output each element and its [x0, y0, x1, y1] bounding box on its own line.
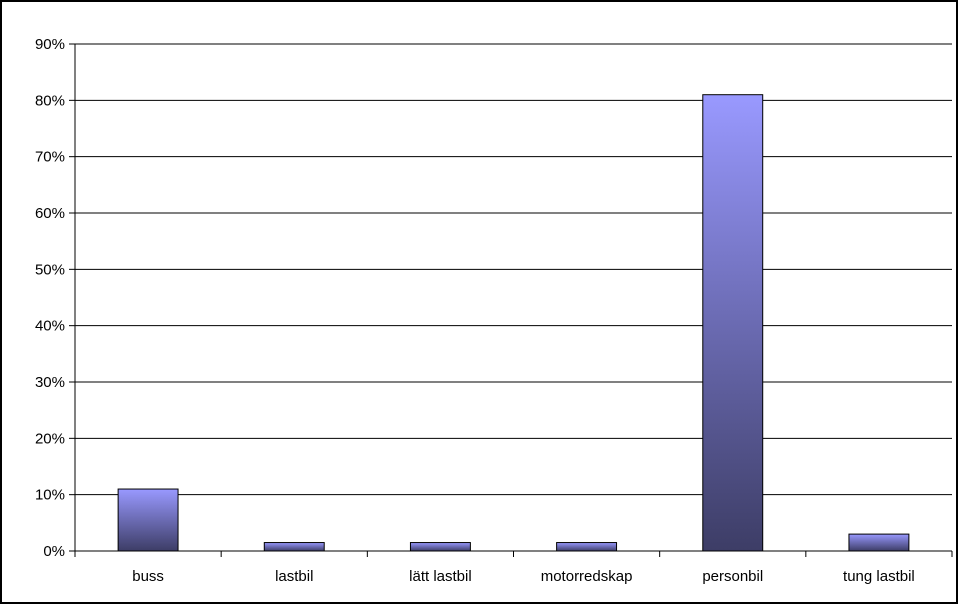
y-tick-label: 90% — [35, 36, 65, 53]
y-tick-label: 40% — [35, 318, 65, 335]
y-tick-label: 0% — [43, 543, 65, 560]
y-tick-label: 60% — [35, 205, 65, 222]
y-tick-label: 10% — [35, 487, 65, 504]
x-category-label: personbil — [702, 568, 763, 585]
bar-lastbil — [263, 542, 325, 552]
axes — [69, 43, 953, 557]
y-tick-label: 70% — [35, 149, 65, 166]
y-tick-label: 50% — [35, 261, 65, 278]
y-tick-label: 30% — [35, 374, 65, 391]
x-category-label: buss — [132, 568, 164, 585]
bar-lätt-lastbil — [409, 542, 471, 552]
bar-buss — [117, 488, 179, 552]
bar-motorredskap — [556, 542, 618, 552]
bar-tung-lastbil — [848, 533, 910, 552]
y-tick-label: 20% — [35, 430, 65, 447]
x-category-label: motorredskap — [541, 568, 633, 585]
bar-personbil — [702, 94, 764, 552]
x-category-label: tung lastbil — [843, 568, 915, 585]
bars — [117, 94, 910, 552]
gridlines — [75, 43, 952, 496]
x-category-label: lätt lastbil — [409, 568, 472, 585]
labels: 0% 10% 20% 30% 40% 50% 60% 70% 80% 90% buss lastbil… — [35, 36, 915, 585]
y-tick-label: 80% — [35, 92, 65, 109]
x-category-label: lastbil — [275, 568, 313, 585]
